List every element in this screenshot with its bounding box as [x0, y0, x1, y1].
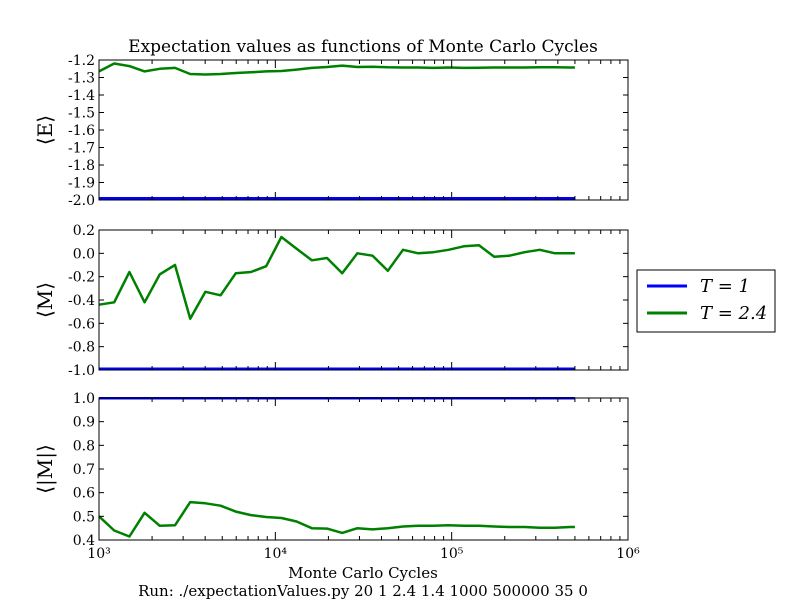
y-tick-label: 0.8 [73, 438, 95, 454]
plot-frame [98, 59, 629, 201]
series-line-t-2-4 [98, 62, 575, 76]
legend-box [636, 269, 776, 333]
y-tick-label: -0.6 [68, 316, 95, 332]
x-tick-label: 10³ [87, 546, 110, 562]
x-tick-label: 10⁶ [616, 546, 640, 562]
y-tick-label: 0.9 [73, 415, 95, 431]
legend: T = 1 T = 2.4 [636, 269, 776, 333]
y-tick-label: -1.4 [68, 88, 95, 104]
legend-label: T = 2.4 [700, 303, 767, 324]
run-caption: Run: ./expectationValues.py 20 1 2.4 1.4… [138, 582, 588, 600]
y-tick-label: -1.8 [68, 158, 95, 174]
y-tick-label: 0.0 [73, 246, 95, 262]
y-tick-label: 0.2 [73, 223, 95, 239]
panels: -2.0-1.9-1.8-1.7-1.6-1.5-1.4-1.3-1.2⟨E⟩-… [33, 53, 640, 562]
series-line-t-2-4 [98, 235, 575, 320]
y-tick-label: -1.9 [68, 176, 95, 192]
y-tick-label: -1.2 [68, 53, 95, 69]
panel-1: -2.0-1.9 -1.8-1.7 -1.6-1.5 -1.4-1.3 -1.2 ⟨E⟩ [33, 53, 629, 209]
y-tick-label: -0.8 [68, 340, 95, 356]
x-tick-label: 10⁴ [264, 546, 288, 562]
y-tick-label: -2.0 [68, 193, 95, 209]
y-tick-label: -0.2 [68, 270, 95, 286]
x-axis-title: Monte Carlo Cycles [288, 564, 438, 582]
y-tick-label: -1.5 [68, 106, 95, 122]
y-tick-label: 0.4 [73, 533, 95, 549]
y-tick-label: -1.0 [68, 363, 95, 379]
y-tick-label: -1.3 [68, 71, 95, 87]
legend-label: T = 1 [700, 276, 750, 297]
y-tick-label: 0.7 [73, 462, 95, 478]
y-tick-label: -1.6 [68, 123, 95, 139]
y-tick-label: -1.7 [68, 141, 95, 157]
series-line-t-2-4 [98, 500, 575, 538]
chart-title: Expectation values as functions of Monte… [128, 37, 598, 57]
x-tick-label: 10⁵ [440, 546, 464, 562]
y-axis-title: ⟨|M|⟩ [33, 444, 58, 494]
y-tick-label: -0.4 [68, 293, 95, 309]
panel-2: -1.0 -0.8 -0.6 -0.4 -0.2 0.0 0.2 ⟨M⟩ [33, 223, 629, 379]
panel-3: 0.4 0.5 0.6 0.7 0.8 0.9 1.0 ⟨|M|⟩ [33, 391, 629, 549]
y-axis-title: ⟨M⟩ [33, 282, 57, 318]
y-tick-label: 0.5 [73, 509, 95, 525]
y-axis-title: ⟨E⟩ [33, 115, 57, 145]
y-tick-label: 0.6 [73, 486, 95, 502]
y-tick-label: 1.0 [73, 391, 95, 407]
